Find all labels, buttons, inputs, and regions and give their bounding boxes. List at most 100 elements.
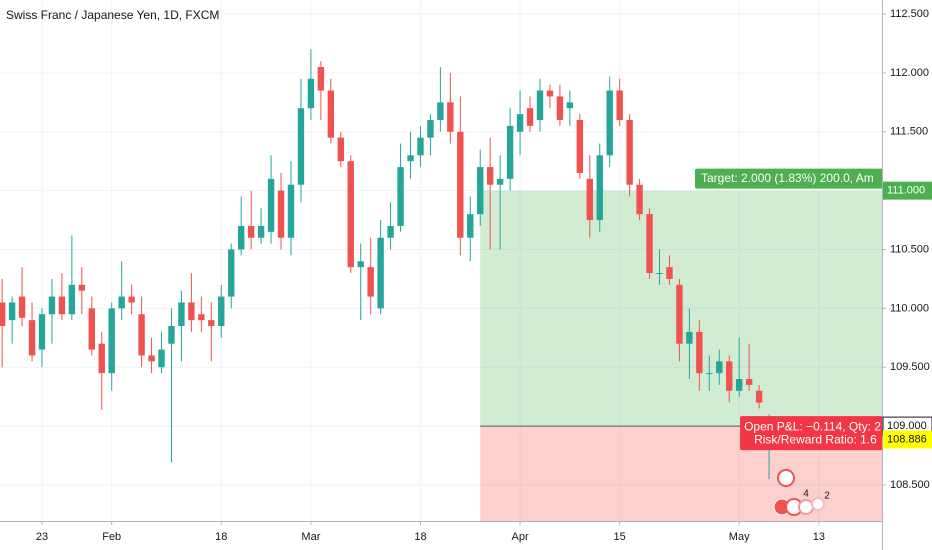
y-tick-label: 110.000 [890, 302, 929, 314]
candle-body [257, 225, 265, 238]
axes: 108.500 109.000 109.500 110.000 110.500 111.0… [36, 8, 932, 543]
candle-body [277, 190, 285, 238]
rr-label: Risk/Reward Ratio: 1.6 [754, 432, 877, 446]
candle-body [745, 379, 753, 385]
candle-body [367, 267, 374, 297]
candle-body [486, 167, 494, 185]
candle-body [656, 273, 663, 275]
candle-body [506, 125, 514, 179]
candle-body [387, 225, 394, 238]
pnl-label: Open P&L: −0.114, Qty: 2 [744, 419, 881, 433]
candle-body [467, 214, 474, 238]
candle-body [427, 119, 434, 138]
price-tag-bg [883, 181, 932, 200]
candle-body [457, 131, 464, 238]
candle-body [566, 102, 574, 109]
order-markers: 4 2 [773, 469, 830, 516]
x-tick-label: Mar [301, 531, 320, 543]
candle-body [218, 296, 225, 327]
target-label: Target: 2.000 (1.83%) 200.0, Am [701, 171, 874, 185]
candle-body [118, 296, 125, 309]
candle-body [546, 90, 554, 97]
candle-body [496, 178, 504, 185]
candle-body [48, 296, 56, 315]
candle-body [646, 214, 653, 274]
price-tag: 111.000 [887, 185, 925, 197]
grid [0, 0, 882, 521]
candle-body [417, 137, 424, 156]
candle-body [228, 249, 235, 297]
candle-body [755, 390, 763, 403]
y-tick-label: 108.500 [890, 479, 930, 491]
position-labels: Target: 2.000 (1.83%) 200.0, Am Open P&L:… [695, 168, 882, 451]
candle-body [716, 361, 723, 374]
candle-body [68, 284, 76, 315]
candle-body [357, 261, 364, 268]
marker-count: 4 [803, 489, 809, 500]
candle-body [8, 302, 16, 321]
candle-body [58, 296, 66, 315]
candle-body [108, 308, 115, 374]
candle-body [407, 155, 414, 162]
price-tag: 108.886 [887, 433, 927, 445]
target-label-bg [695, 168, 882, 189]
candle-body [88, 308, 95, 350]
candle-body [18, 296, 26, 318]
candle-body [347, 161, 354, 268]
candle-body [726, 361, 733, 391]
candle-body [596, 155, 603, 221]
x-tick-label: Apr [512, 531, 529, 543]
pnl-label-bg [740, 416, 882, 451]
y-tick-label: 109.500 [890, 361, 930, 373]
candle-body [0, 302, 6, 327]
candle-body [158, 349, 165, 368]
candle-body [666, 267, 673, 279]
candle-body [586, 178, 593, 221]
candle-body [526, 108, 534, 126]
x-tick-label: 15 [614, 531, 626, 543]
y-tick-label: 112.000 [890, 67, 929, 79]
marker-icon [798, 499, 814, 515]
candle-body [536, 90, 544, 120]
candle-body [706, 373, 713, 375]
y-tick-label: 110.500 [890, 243, 929, 255]
candle-body [138, 314, 145, 356]
candle-body [247, 225, 255, 238]
candle-body [447, 102, 454, 132]
chart-title: Swiss Franc / Japanese Yen, 1D, FXCM [6, 8, 219, 22]
candle-body [397, 167, 404, 226]
candle-body [148, 355, 155, 362]
candle-body [128, 296, 135, 303]
candle-body [377, 237, 384, 309]
candle-body [168, 326, 175, 344]
position-tool [480, 190, 882, 521]
candle-body [78, 284, 86, 291]
x-tick-label: Feb [102, 531, 121, 543]
candle-body [576, 119, 584, 173]
marker-icon [811, 497, 825, 511]
candle-body [327, 90, 335, 138]
candle-body [287, 184, 295, 238]
candle-body [556, 96, 564, 120]
x-tick-label: 23 [36, 531, 48, 543]
y-tick-label: 112.500 [890, 8, 929, 20]
candle-body [198, 314, 205, 321]
candle-body [606, 90, 613, 156]
y-tick-label: 111.500 [890, 126, 928, 138]
candle-body [317, 66, 325, 91]
marker-count: 2 [824, 491, 830, 502]
candle-body [307, 78, 315, 109]
x-tick-label: 13 [813, 531, 825, 543]
candle-body [696, 331, 703, 374]
candle-body [676, 284, 683, 344]
candle-body [237, 225, 245, 250]
candle-body [616, 90, 623, 120]
price-axis-bg [882, 0, 932, 550]
x-tick-label: 18 [215, 531, 227, 543]
candle-body [437, 102, 444, 120]
candle-body [636, 184, 643, 215]
marker-icon [777, 469, 795, 487]
price-tag: 109.000 [887, 420, 927, 432]
candle-body [297, 108, 305, 185]
